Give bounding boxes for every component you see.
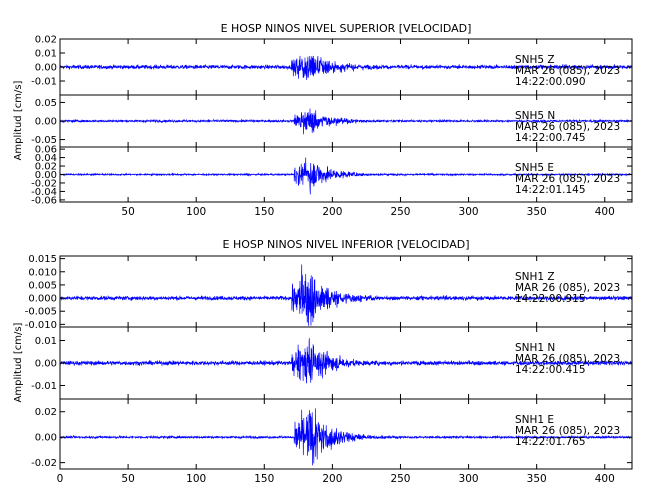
y-tick-label: -0.01 — [31, 77, 57, 88]
x-tick-label: 150 — [254, 473, 274, 485]
y-tick-label: -0.010 — [25, 320, 57, 331]
station-info-line: MAR 26 (085), 2023 — [515, 282, 620, 294]
waveform-n — [60, 338, 632, 384]
waveform-z — [60, 55, 632, 81]
chart-title: E HOSP NINOS NIVEL SUPERIOR [VELOCIDAD] — [221, 22, 472, 35]
y-tick-label: 0.010 — [28, 267, 57, 278]
waveform-e — [60, 157, 632, 195]
x-tick-label: 150 — [254, 206, 274, 218]
y-tick-label: -0.04 — [31, 187, 57, 198]
x-tick-label: 350 — [527, 206, 547, 218]
y-tick-label: -0.02 — [31, 458, 57, 469]
station-info-line: SNH1 N — [515, 342, 555, 354]
y-tick-label: 0.005 — [28, 280, 57, 291]
x-tick-label: 250 — [390, 473, 410, 485]
y-tick-label: 0.000 — [28, 294, 57, 305]
chart-title: E HOSP NINOS NIVEL INFERIOR [VELOCIDAD] — [223, 238, 470, 251]
waveform-n — [60, 108, 632, 135]
panel-e: 0.060.040.020.00-0.02-0.04-0.06 SNH5 EMAR… — [31, 145, 633, 206]
chart-1: E HOSP NINOS NIVEL SUPERIOR [VELOCIDAD] A… — [13, 22, 633, 218]
station-info-line: SNH5 E — [515, 162, 554, 174]
x-tick-label: 400 — [595, 206, 615, 218]
chart-2: E HOSP NINOS NIVEL INFERIOR [VELOCIDAD] A… — [13, 238, 633, 485]
station-info-line: MAR 26 (085), 2023 — [515, 353, 620, 365]
x-tick-label: 200 — [322, 206, 342, 218]
station-info-line: MAR 26 (085), 2023 — [515, 425, 620, 437]
waveform-e — [60, 408, 632, 466]
x-tick-label: 300 — [459, 473, 479, 485]
y-tick-label: -0.06 — [31, 195, 57, 206]
y-tick-label: 0.00 — [35, 359, 57, 370]
y-tick-label: 0.04 — [35, 153, 57, 164]
y-tick-label: 0.01 — [35, 336, 57, 347]
x-tick-label: 100 — [186, 206, 206, 218]
y-tick-label: 0.05 — [35, 98, 57, 109]
station-info-line: 14:22:00.745 — [515, 132, 586, 144]
y-tick-label: 0.00 — [35, 170, 57, 181]
station-info-line: 14:22:00.090 — [515, 76, 586, 88]
y-tick-label: -0.01 — [31, 381, 57, 392]
y-tick-label: 0.02 — [35, 162, 57, 173]
station-info-line: SNH5 Z — [515, 54, 555, 66]
y-tick-label: 0.02 — [35, 407, 57, 418]
station-info-line: 14:22:01.765 — [515, 436, 586, 448]
station-info-line: MAR 26 (085), 2023 — [515, 65, 620, 77]
panel-z: 0.015 0.010 0.005 0.000 -0.005 -0.010 SNH1 ZMA… — [25, 254, 633, 331]
station-info-line: SNH5 N — [515, 110, 555, 122]
station-info-line: SNH1 E — [515, 414, 554, 426]
x-tick-label: 50 — [121, 473, 134, 485]
y-tick-label: 0.00 — [35, 117, 57, 128]
station-info-line: 14:22:01.145 — [515, 184, 586, 196]
y-tick-label: -0.02 — [31, 178, 57, 189]
y-tick-label: 0.00 — [35, 63, 57, 74]
station-info-line: 14:22:00.415 — [515, 364, 586, 376]
y-tick-label: 0.02 — [35, 35, 57, 46]
x-tick-label: 400 — [595, 473, 615, 485]
panel-frame — [59, 398, 633, 470]
y-tick-label: -0.005 — [25, 307, 57, 318]
station-info-line: 14:22:00.915 — [515, 293, 586, 305]
station-info-line: MAR 26 (085), 2023 — [515, 121, 620, 133]
x-tick-label: 300 — [459, 206, 479, 218]
y-tick-label: 0.00 — [35, 433, 57, 444]
y-tick-label: 0.06 — [35, 145, 57, 156]
y-tick-label: 0.015 — [28, 254, 57, 265]
waveform-z — [60, 264, 632, 326]
x-tick-label: 0 — [57, 473, 64, 485]
x-tick-label: 100 — [186, 473, 206, 485]
y-axis-label: Amplitud [cm/s] — [13, 322, 24, 402]
station-info-line: SNH1 Z — [515, 271, 555, 283]
x-tick-label: 200 — [322, 473, 342, 485]
y-tick-label: 0.01 — [35, 49, 57, 60]
x-tick-label: 250 — [390, 206, 410, 218]
x-tick-label: 350 — [527, 473, 547, 485]
station-info-line: MAR 26 (085), 2023 — [515, 173, 620, 185]
y-axis-label: Amplitud [cm/s] — [13, 80, 24, 160]
x-tick-label: 50 — [121, 206, 134, 218]
y-tick-label: -0.05 — [31, 135, 57, 146]
